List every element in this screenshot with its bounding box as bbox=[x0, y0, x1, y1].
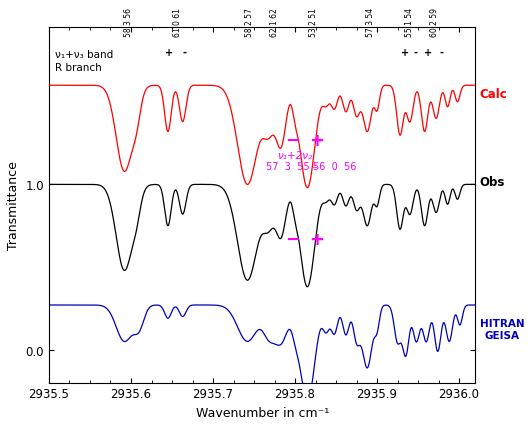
Text: +: + bbox=[424, 48, 432, 58]
Text: ν₁+ν₃ band
R branch: ν₁+ν₃ band R branch bbox=[55, 50, 113, 73]
Text: 58 3 56: 58 3 56 bbox=[124, 8, 133, 37]
X-axis label: Wavenumber in cm⁻¹: Wavenumber in cm⁻¹ bbox=[195, 406, 329, 419]
Text: +: + bbox=[309, 132, 324, 150]
Text: -: - bbox=[182, 48, 186, 58]
Text: 55 1 54: 55 1 54 bbox=[405, 8, 414, 37]
Text: Calc: Calc bbox=[479, 88, 507, 101]
Text: -: - bbox=[439, 48, 443, 58]
Text: −: − bbox=[285, 230, 300, 248]
Y-axis label: Transmittance: Transmittance bbox=[7, 161, 20, 250]
Text: +: + bbox=[401, 48, 409, 58]
Text: -: - bbox=[414, 48, 417, 58]
Text: 61 0 61: 61 0 61 bbox=[173, 8, 182, 37]
Text: +: + bbox=[165, 48, 173, 58]
Text: 60 2 59: 60 2 59 bbox=[430, 8, 439, 37]
Text: 57  3  55 –: 57 3 55 – bbox=[267, 162, 318, 172]
Text: 53 2 51: 53 2 51 bbox=[309, 8, 318, 37]
Text: HITRAN
GEISA: HITRAN GEISA bbox=[479, 319, 524, 340]
Text: +: + bbox=[309, 230, 324, 248]
Text: 62 1 62: 62 1 62 bbox=[270, 8, 279, 37]
Text: −: − bbox=[285, 132, 300, 150]
Text: ν₁+2ν₂: ν₁+2ν₂ bbox=[277, 150, 312, 160]
Text: 57 3 54: 57 3 54 bbox=[366, 8, 375, 37]
Text: 58 2 57: 58 2 57 bbox=[245, 8, 254, 37]
Text: 56  0  56: 56 0 56 bbox=[313, 162, 356, 172]
Text: Obs: Obs bbox=[479, 175, 505, 188]
